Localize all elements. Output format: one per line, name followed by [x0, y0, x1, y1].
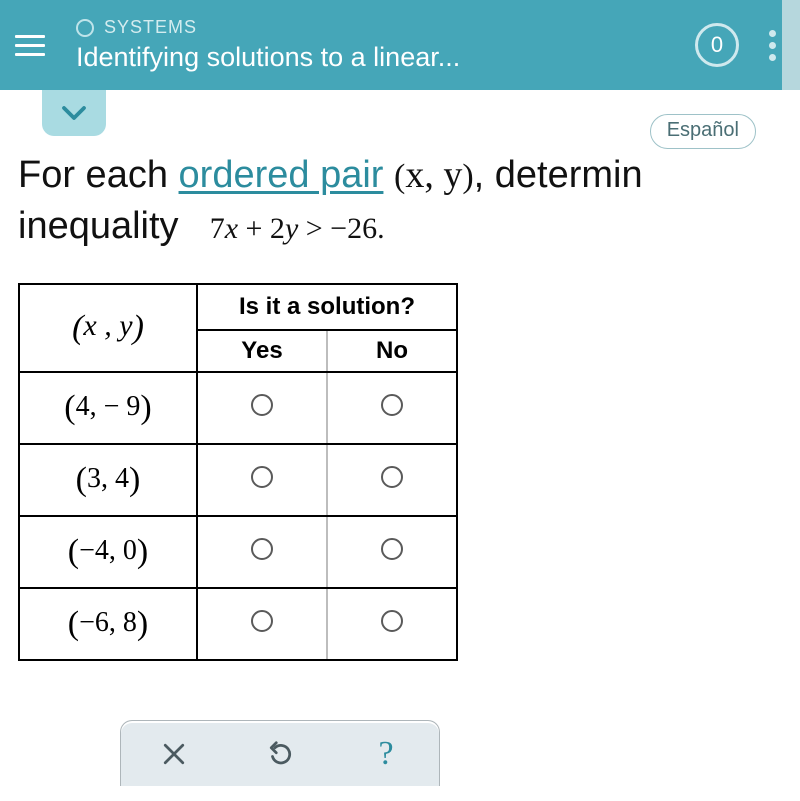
solution-table: (x , y) Is it a solution? Yes No (4, − 9… — [18, 283, 458, 661]
table-row: (4, − 9) — [19, 372, 457, 444]
inequality-expression: 7x + 2y > −26. — [210, 212, 385, 245]
table-row: (−6, 8) — [19, 588, 457, 660]
radio-no[interactable] — [381, 466, 403, 488]
radio-yes[interactable] — [251, 610, 273, 632]
ordered-pair-cell: (−6, 8) — [19, 588, 197, 660]
close-icon — [159, 739, 189, 769]
clear-button[interactable] — [149, 729, 199, 779]
table-row: (3, 4) — [19, 444, 457, 516]
category-ring-icon — [76, 19, 94, 37]
chevron-down-icon — [59, 98, 89, 128]
radio-yes[interactable] — [251, 394, 273, 416]
ordered-pair-cell: (−4, 0) — [19, 516, 197, 588]
menu-icon[interactable] — [8, 23, 52, 67]
question-line2: inequality 7x + 2y > −26. — [0, 201, 800, 252]
ordered-pair-link[interactable]: ordered pair — [179, 154, 384, 196]
help-icon: ? — [378, 735, 393, 773]
radio-no[interactable] — [381, 394, 403, 416]
score-badge[interactable]: 0 — [695, 23, 739, 67]
undo-icon — [265, 739, 295, 769]
ordered-pair-cell: (3, 4) — [19, 444, 197, 516]
radio-no[interactable] — [381, 538, 403, 560]
undo-button[interactable] — [255, 729, 305, 779]
question-line1: For each ordered pair (x, y), determin — [0, 150, 800, 201]
more-icon[interactable] — [761, 22, 784, 69]
radio-yes[interactable] — [251, 538, 273, 560]
category-label: SYSTEMS — [104, 17, 197, 38]
radio-no[interactable] — [381, 610, 403, 632]
expand-tab[interactable] — [42, 90, 106, 136]
col-header-yes: Yes — [197, 330, 327, 372]
score-value: 0 — [711, 32, 723, 58]
language-button[interactable]: Español — [650, 114, 756, 149]
col-header-is-solution: Is it a solution? — [197, 284, 457, 330]
col-header-xy: (x , y) — [19, 284, 197, 372]
app-header: SYSTEMS Identifying solutions to a linea… — [0, 0, 800, 90]
header-edge — [782, 0, 800, 90]
radio-yes[interactable] — [251, 466, 273, 488]
table-row: (−4, 0) — [19, 516, 457, 588]
header-titles: SYSTEMS Identifying solutions to a linea… — [76, 17, 683, 73]
col-header-no: No — [327, 330, 457, 372]
help-button[interactable]: ? — [361, 729, 411, 779]
toolstrip: ? — [120, 720, 440, 786]
ordered-pair-cell: (4, − 9) — [19, 372, 197, 444]
lesson-title: Identifying solutions to a linear... — [76, 42, 683, 73]
